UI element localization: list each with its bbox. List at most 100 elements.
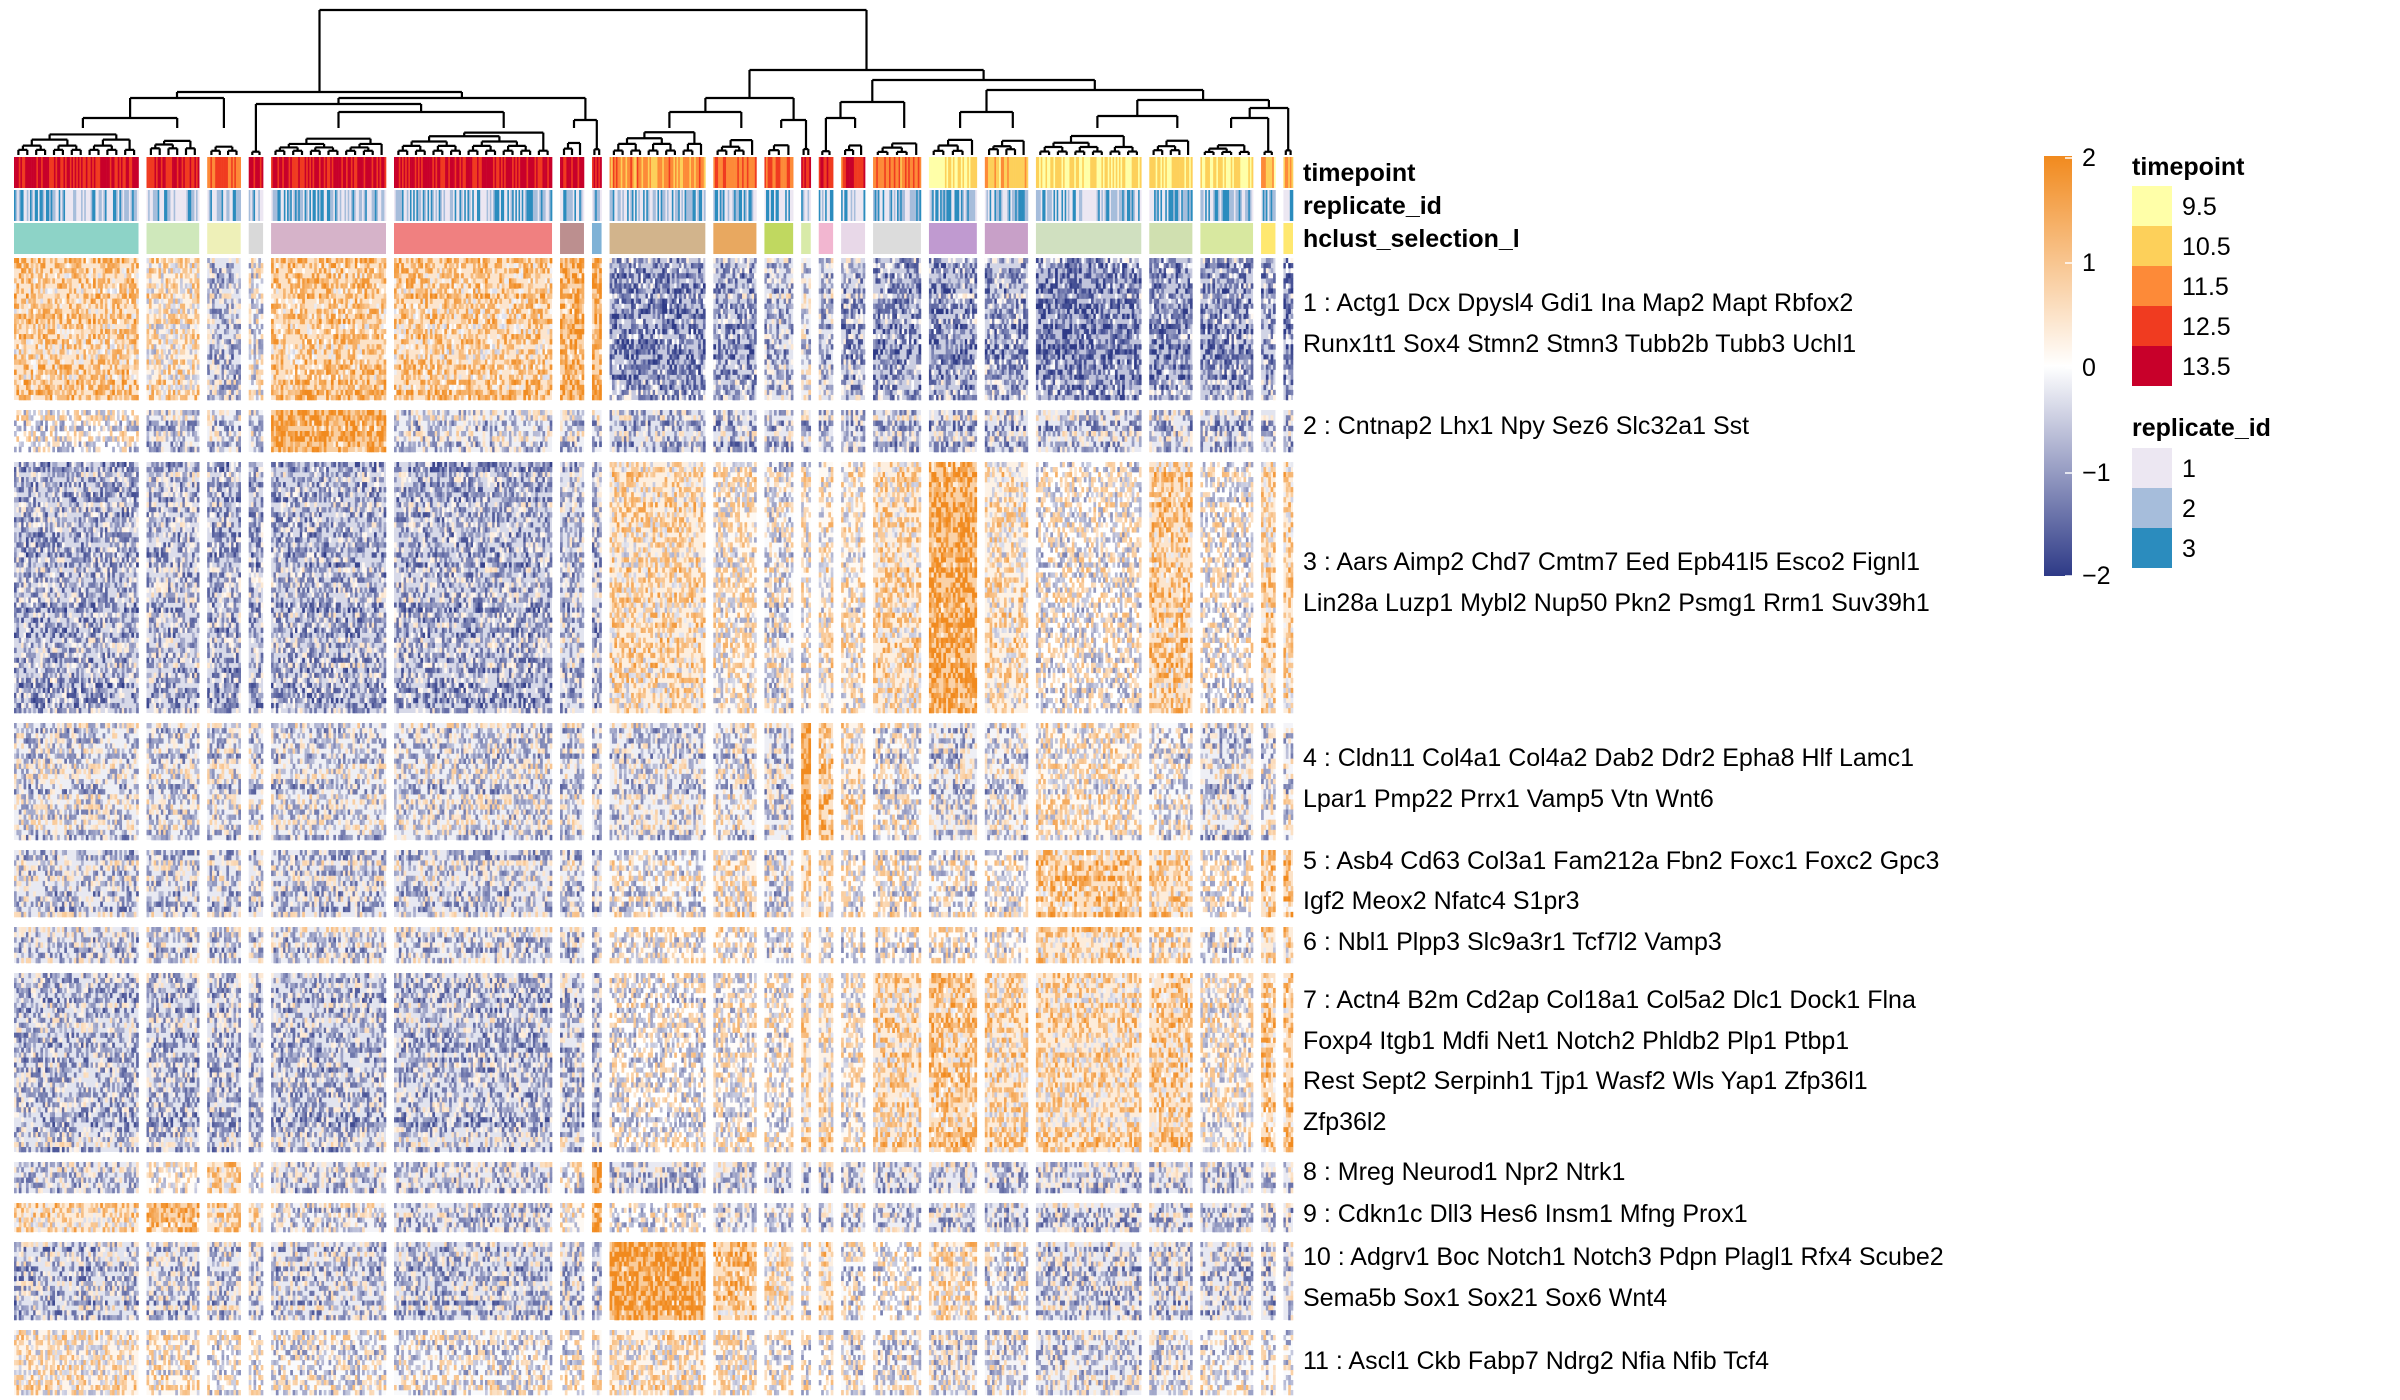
heatmap-cell (30, 318, 34, 325)
heatmap-cell (520, 313, 524, 320)
heatmap-cell (439, 313, 443, 320)
timepoint-cell (152, 157, 155, 188)
replicate-cell (1011, 190, 1014, 221)
heatmap-cell (535, 258, 538, 264)
heatmap-cell (73, 344, 77, 350)
heatmap-cell (93, 389, 96, 396)
heatmap-cell (530, 298, 534, 304)
replicate-cell (306, 190, 309, 221)
replicate-cell (778, 190, 781, 221)
heatmap-cell (124, 359, 127, 365)
heatmap-cell (530, 354, 534, 360)
heatmap-cell (371, 349, 375, 355)
replicate-cell (663, 190, 666, 221)
timepoint-cell (996, 157, 998, 188)
timepoint-cell (421, 157, 424, 188)
heatmap-cell (333, 329, 337, 335)
heatmap-cell (35, 389, 39, 396)
heatmap-cell (540, 263, 543, 269)
heatmap-cell (119, 359, 123, 365)
heatmap-cell (494, 288, 498, 294)
heatmap-cell (90, 278, 94, 284)
heatmap-cell (255, 344, 259, 350)
timepoint-cell (935, 157, 938, 188)
heatmap-cell (475, 283, 479, 289)
heatmap-cell (221, 268, 225, 274)
heatmap-cell (66, 278, 70, 284)
heatmap-cell (151, 359, 154, 365)
replicate-cell (1185, 190, 1188, 221)
heatmap-cell (429, 334, 433, 340)
replicate-cell (409, 190, 412, 221)
heatmap-cell (25, 364, 29, 370)
heatmap-cell (223, 384, 227, 391)
heatmap-cell (219, 389, 222, 396)
replicate-cell (1063, 190, 1065, 221)
timepoint-cell (1227, 157, 1230, 188)
heatmap-cell (182, 303, 186, 310)
heatmap-cell (49, 339, 53, 345)
replicate-cell (376, 190, 379, 221)
replicate-cell (863, 190, 866, 221)
heatmap-cell (295, 374, 298, 381)
heatmap-cell (100, 323, 103, 330)
timepoint-cell (130, 157, 133, 188)
heatmap-cell (357, 339, 360, 345)
timepoint-cell (545, 157, 548, 188)
heatmap-cell (69, 384, 72, 391)
heatmap-cell (112, 364, 115, 370)
heatmap-cell (189, 364, 193, 370)
heatmap-cell (175, 288, 178, 294)
heatmap-cell (52, 374, 55, 381)
timepoint-cell (1000, 157, 1003, 188)
heatmap-cell (97, 278, 101, 284)
hclust-cell (818, 223, 834, 254)
timepoint-cell (876, 157, 879, 188)
heatmap-cell (163, 344, 166, 350)
heatmap-cell (394, 288, 397, 294)
heatmap-cell (182, 313, 186, 320)
heatmap-cell (417, 334, 421, 340)
timepoint-cell (1130, 157, 1133, 188)
timepoint-cell (853, 157, 856, 188)
heatmap-cell (148, 359, 152, 365)
heatmap-cell (114, 288, 118, 294)
heatmap-cell (413, 268, 416, 274)
timepoint-cell (1039, 157, 1042, 188)
heatmap-cell (69, 364, 72, 370)
heatmap-cell (177, 268, 181, 274)
heatmap-cell (283, 293, 286, 299)
replicate-cell (1243, 190, 1246, 221)
heatmap-cell (480, 258, 483, 264)
heatmap-cell (16, 389, 20, 396)
replicate-cell (405, 190, 408, 221)
timepoint-cell (87, 157, 90, 188)
timepoint-cell (1087, 157, 1089, 188)
heatmap-cell (187, 318, 190, 325)
heatmap-cell (304, 258, 308, 264)
heatmap-cell (170, 318, 174, 325)
heatmap-cell (233, 308, 237, 315)
heatmap-cell (156, 323, 159, 330)
replicate-cell (901, 190, 904, 221)
heatmap-cell (352, 354, 356, 360)
heatmap-cell (97, 364, 101, 370)
heatmap-cell (153, 293, 157, 299)
timepoint-cell (1093, 157, 1096, 188)
heatmap-cell (506, 344, 510, 350)
heatmap-cell (76, 293, 79, 299)
heatmap-cell (347, 293, 351, 299)
replicate-cell (861, 190, 864, 221)
timepoint-cell (540, 157, 543, 188)
heatmap-cell (333, 369, 337, 375)
timepoint-cell (355, 157, 358, 188)
heatmap-cell (444, 308, 447, 315)
heatmap-cell (340, 389, 344, 396)
heatmap-cell (192, 374, 195, 381)
heatmap-cell (482, 303, 486, 310)
heatmap-cell (59, 298, 63, 304)
heatmap-cell (321, 293, 325, 299)
timepoint-cell (524, 157, 527, 188)
heatmap-cell (109, 364, 113, 370)
replicate-cell (130, 190, 133, 221)
